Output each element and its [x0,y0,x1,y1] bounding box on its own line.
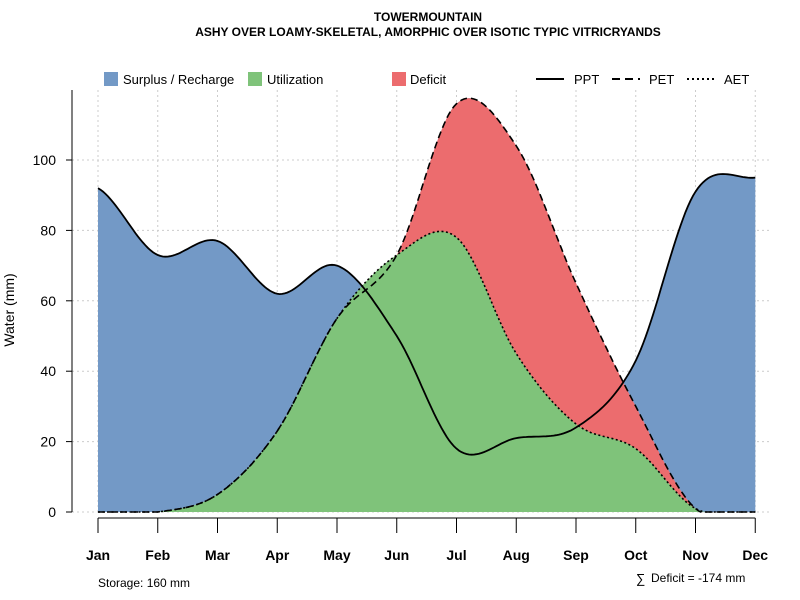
y-axis-label: Water (mm) [1,273,17,346]
chart-title: TOWERMOUNTAIN [374,10,482,24]
x-tick-label-nov: Nov [682,547,709,563]
legend-swatch-surplus [104,72,118,86]
line-pet [98,97,756,513]
x-tick-label-jun: Jun [384,547,409,563]
x-tick-label-apr: Apr [265,547,290,563]
sum-symbol: ∑ [636,571,645,586]
x-tick-label-jul: Jul [446,547,466,563]
x-tick-label-jan: Jan [86,547,110,563]
y-tick-label: 20 [40,434,56,450]
legend-swatch-deficit [392,72,406,86]
legend-label-ppt: PPT [574,72,599,87]
area-utilization-overlay [98,231,756,512]
legend-label-utilization: Utilization [267,72,323,87]
legend: Surplus / Recharge Utilization Deficit P… [104,72,749,87]
y-tick-label: 60 [40,293,56,309]
legend-swatch-utilization [248,72,262,86]
x-tick-label-may: May [323,547,350,563]
legend-label-aet: AET [724,72,749,87]
y-tick-label: 0 [48,504,56,520]
areas [98,98,756,512]
y-tick-label: 80 [40,222,56,238]
line-ppt [97,173,756,456]
x-tick-label-oct: Oct [624,547,648,563]
legend-label-surplus: Surplus / Recharge [123,72,234,87]
x-tick-label-sep: Sep [563,547,589,563]
legend-label-pet: PET [649,72,674,87]
deficit-note: Deficit = -174 mm [651,571,745,585]
x-tick-label-feb: Feb [145,547,170,563]
y-tick-label: 40 [40,363,56,379]
x-tick-label-aug: Aug [503,547,530,563]
y-tick-label: 100 [33,152,57,168]
legend-label-deficit: Deficit [410,72,447,87]
chart-subtitle: ASHY OVER LOAMY-SKELETAL, AMORPHIC OVER … [195,25,661,39]
x-tick-label-mar: Mar [205,547,230,563]
axes: 0 20 40 60 80 100 Jan Feb Mar Apr May Jun Jul Aug Sep O… [33,90,768,563]
x-tick-label-dec: Dec [742,547,768,563]
storage-note: Storage: 160 mm [98,576,190,590]
series-lines [97,97,756,513]
